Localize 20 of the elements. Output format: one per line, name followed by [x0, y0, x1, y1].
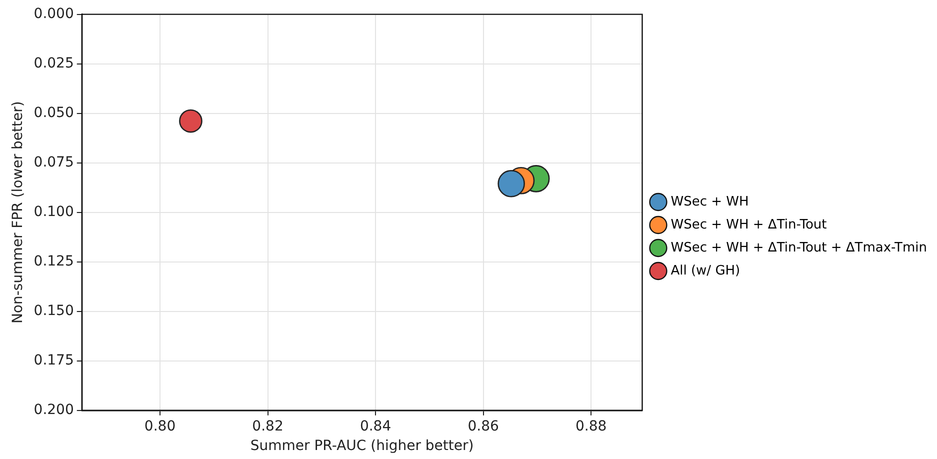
y-axis-title: Non-summer FPR (lower better)	[10, 101, 26, 324]
y-tick-label: 0.025	[34, 55, 74, 72]
y-tick-label: 0.000	[34, 6, 74, 22]
y-tick-label: 0.100	[34, 204, 74, 220]
x-tick-label: 0.82	[252, 418, 284, 434]
legend-label: All (w/ GH)	[670, 263, 740, 278]
y-tick-label: 0.175	[34, 352, 74, 369]
y-tick-label: 0.125	[34, 254, 74, 270]
legend-label: WSec + WH	[670, 194, 749, 210]
y-tick-label: 0.200	[34, 402, 74, 418]
x-tick-label: 0.86	[468, 418, 499, 434]
y-tick-label: 0.050	[34, 104, 74, 121]
y-tick-label: 0.150	[34, 303, 74, 320]
x-tick-label: 0.84	[360, 418, 392, 434]
x-axis-title: Summer PR-AUC (higher better)	[250, 438, 474, 454]
legend-label: WSec + WH + ΔTin-Tout + ΔTmax-Tmin	[670, 240, 928, 256]
x-tick-label: 0.88	[575, 418, 607, 434]
y-tick-label: 0.075	[34, 154, 74, 170]
x-tick-label: 0.80	[144, 418, 176, 434]
legend-label: WSec + WH + ΔTin-Tout	[670, 217, 827, 232]
